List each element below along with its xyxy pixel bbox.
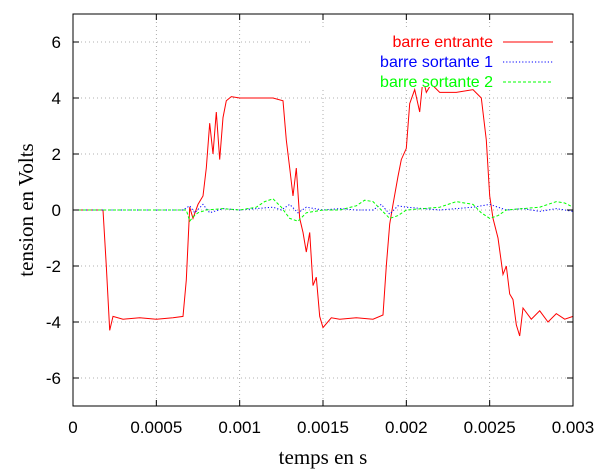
x-tick-label: 0.0005 (130, 418, 182, 437)
tick-marks (72, 14, 574, 406)
legend-label: barre sortante 1 (380, 54, 493, 71)
x-tick-label: 0.0025 (464, 418, 516, 437)
series-line-barre-entrante (73, 78, 574, 337)
y-tick-label: -6 (46, 369, 61, 388)
legend-label: barre sortante 2 (380, 74, 493, 91)
y-tick-label: 0 (52, 201, 61, 220)
y-tick-labels: -6 -4 -2 0 2 4 6 (46, 33, 61, 388)
x-tick-label: 0.003 (552, 418, 595, 437)
y-tick-label: -2 (46, 257, 61, 276)
y-tick-label: -4 (46, 313, 61, 332)
legend-label: barre entrante (392, 34, 493, 51)
x-tick-label: 0.0015 (297, 418, 349, 437)
series-line-barre-sortante-1 (73, 203, 574, 215)
x-tick-label: 0 (68, 418, 77, 437)
legend-background (312, 27, 570, 87)
y-tick-label: 2 (52, 145, 61, 164)
x-axis-title: temps en s (279, 445, 368, 469)
legend: barre entrante barre sortante 1 barre sort… (312, 27, 570, 91)
x-tick-label: 0.001 (218, 418, 261, 437)
y-tick-label: 6 (52, 33, 61, 52)
y-axis-title: tension en Volts (14, 143, 38, 276)
x-tick-label: 0.002 (385, 418, 428, 437)
y-tick-label: 4 (52, 89, 61, 108)
x-tick-labels: 0 0.0005 0.001 0.0015 0.002 0.0025 0.003 (68, 418, 594, 437)
series-line-barre-sortante-2 (73, 198, 574, 223)
series-lines (73, 78, 574, 337)
